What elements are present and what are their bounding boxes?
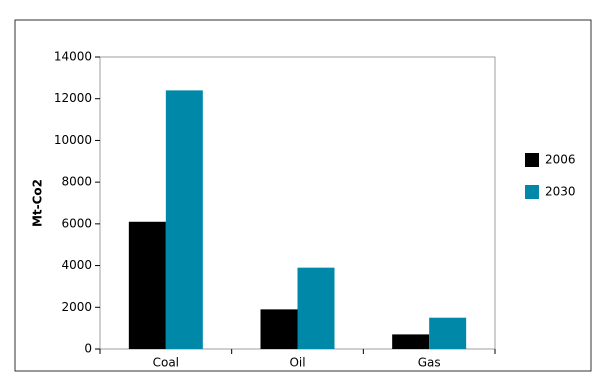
- y-tick-label: 6000: [61, 216, 92, 230]
- bar: [297, 267, 335, 349]
- y-tick-label: 8000: [61, 175, 92, 189]
- legend-label: 2030: [545, 185, 576, 199]
- bar: [392, 334, 430, 349]
- bar: [429, 317, 467, 349]
- x-tick-label: Gas: [418, 356, 441, 370]
- y-tick-label: 2000: [61, 300, 92, 314]
- y-tick-label: 10000: [54, 133, 92, 147]
- y-tick-label: 12000: [54, 91, 92, 105]
- y-tick-label: 0: [84, 342, 92, 356]
- y-tick-label: 14000: [54, 50, 92, 64]
- legend-label: 2006: [545, 153, 576, 167]
- legend-swatch: [525, 153, 539, 167]
- bar: [260, 309, 298, 349]
- bar: [128, 221, 166, 349]
- x-tick-label: Oil: [289, 356, 305, 370]
- x-tick-label: Coal: [153, 356, 179, 370]
- bar: [165, 90, 203, 349]
- legend-swatch: [525, 185, 539, 199]
- y-tick-label: 4000: [61, 258, 92, 272]
- y-axis-label: Mt-Co2: [31, 179, 45, 227]
